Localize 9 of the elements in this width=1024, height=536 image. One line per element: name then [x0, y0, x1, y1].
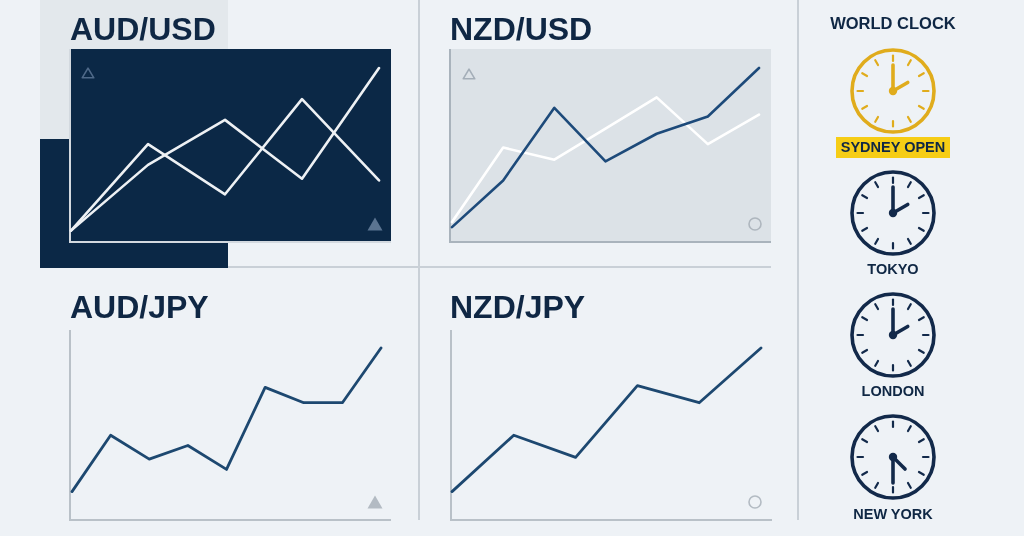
- text: SYDNEY OPEN: [835, 137, 951, 158]
- chart-title: NZD/JPY: [450, 289, 586, 325]
- chart-title: AUD/JPY: [70, 289, 209, 325]
- text: TOKYO: [866, 260, 920, 279]
- text: WORLD CLOCK: [829, 13, 957, 33]
- chart-title: NZD/USD: [450, 11, 593, 47]
- chart-title: AUD/USD: [70, 11, 216, 47]
- text: NEW YORK: [852, 505, 934, 524]
- text: LONDON: [860, 382, 926, 401]
